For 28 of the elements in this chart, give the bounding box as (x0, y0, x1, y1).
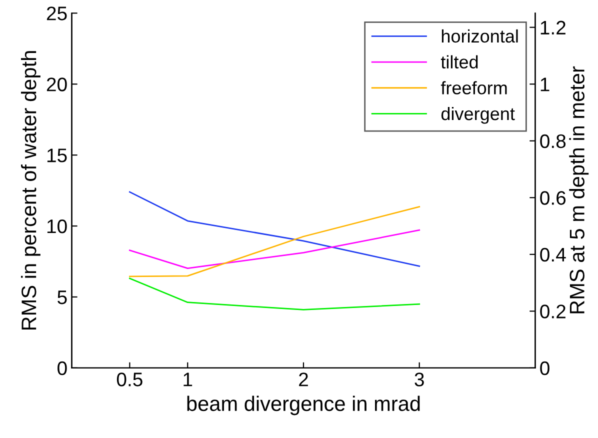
line-series (128, 206, 420, 278)
x-tick-label: 3 (414, 372, 424, 386)
y2-tick-label: 1.2 (540, 20, 566, 34)
y-tick-label: 5 (58, 290, 67, 304)
y-tick-label: 25 (46, 6, 67, 20)
y2-tick-label: 0.4 (540, 248, 566, 262)
y-tick-label: 15 (47, 148, 67, 162)
y-tick-label: 20 (46, 78, 67, 92)
y2-tick-label: 0 (540, 361, 550, 376)
y-tick-label: 0 (58, 361, 67, 376)
legend-label: divergent (441, 106, 515, 124)
x-tick-label: 2 (299, 372, 308, 386)
legend-label: horizontal (442, 29, 518, 43)
y2-tick-label: 0.6 (540, 191, 566, 205)
legend-label: tilted (440, 55, 478, 69)
y2-tick-label: 0.2 (540, 304, 566, 318)
line-series (128, 278, 420, 310)
line-series (128, 229, 420, 269)
y2-tick-label: 1 (540, 78, 550, 92)
x-tick-label: 0.5 (116, 372, 142, 386)
x-axis-title: beam divergence in mrad (187, 396, 420, 416)
legend-label: freeform (440, 81, 507, 94)
y-tick-label: 10 (47, 219, 67, 234)
line-series (128, 191, 420, 267)
y2-axis-title: RMS at 5 m depth in meter (569, 66, 589, 314)
x-tick-label: 1 (184, 372, 192, 386)
y2-tick-label: 0.8 (540, 134, 566, 148)
y-axis-title: RMS in percent of water depth (20, 51, 40, 330)
